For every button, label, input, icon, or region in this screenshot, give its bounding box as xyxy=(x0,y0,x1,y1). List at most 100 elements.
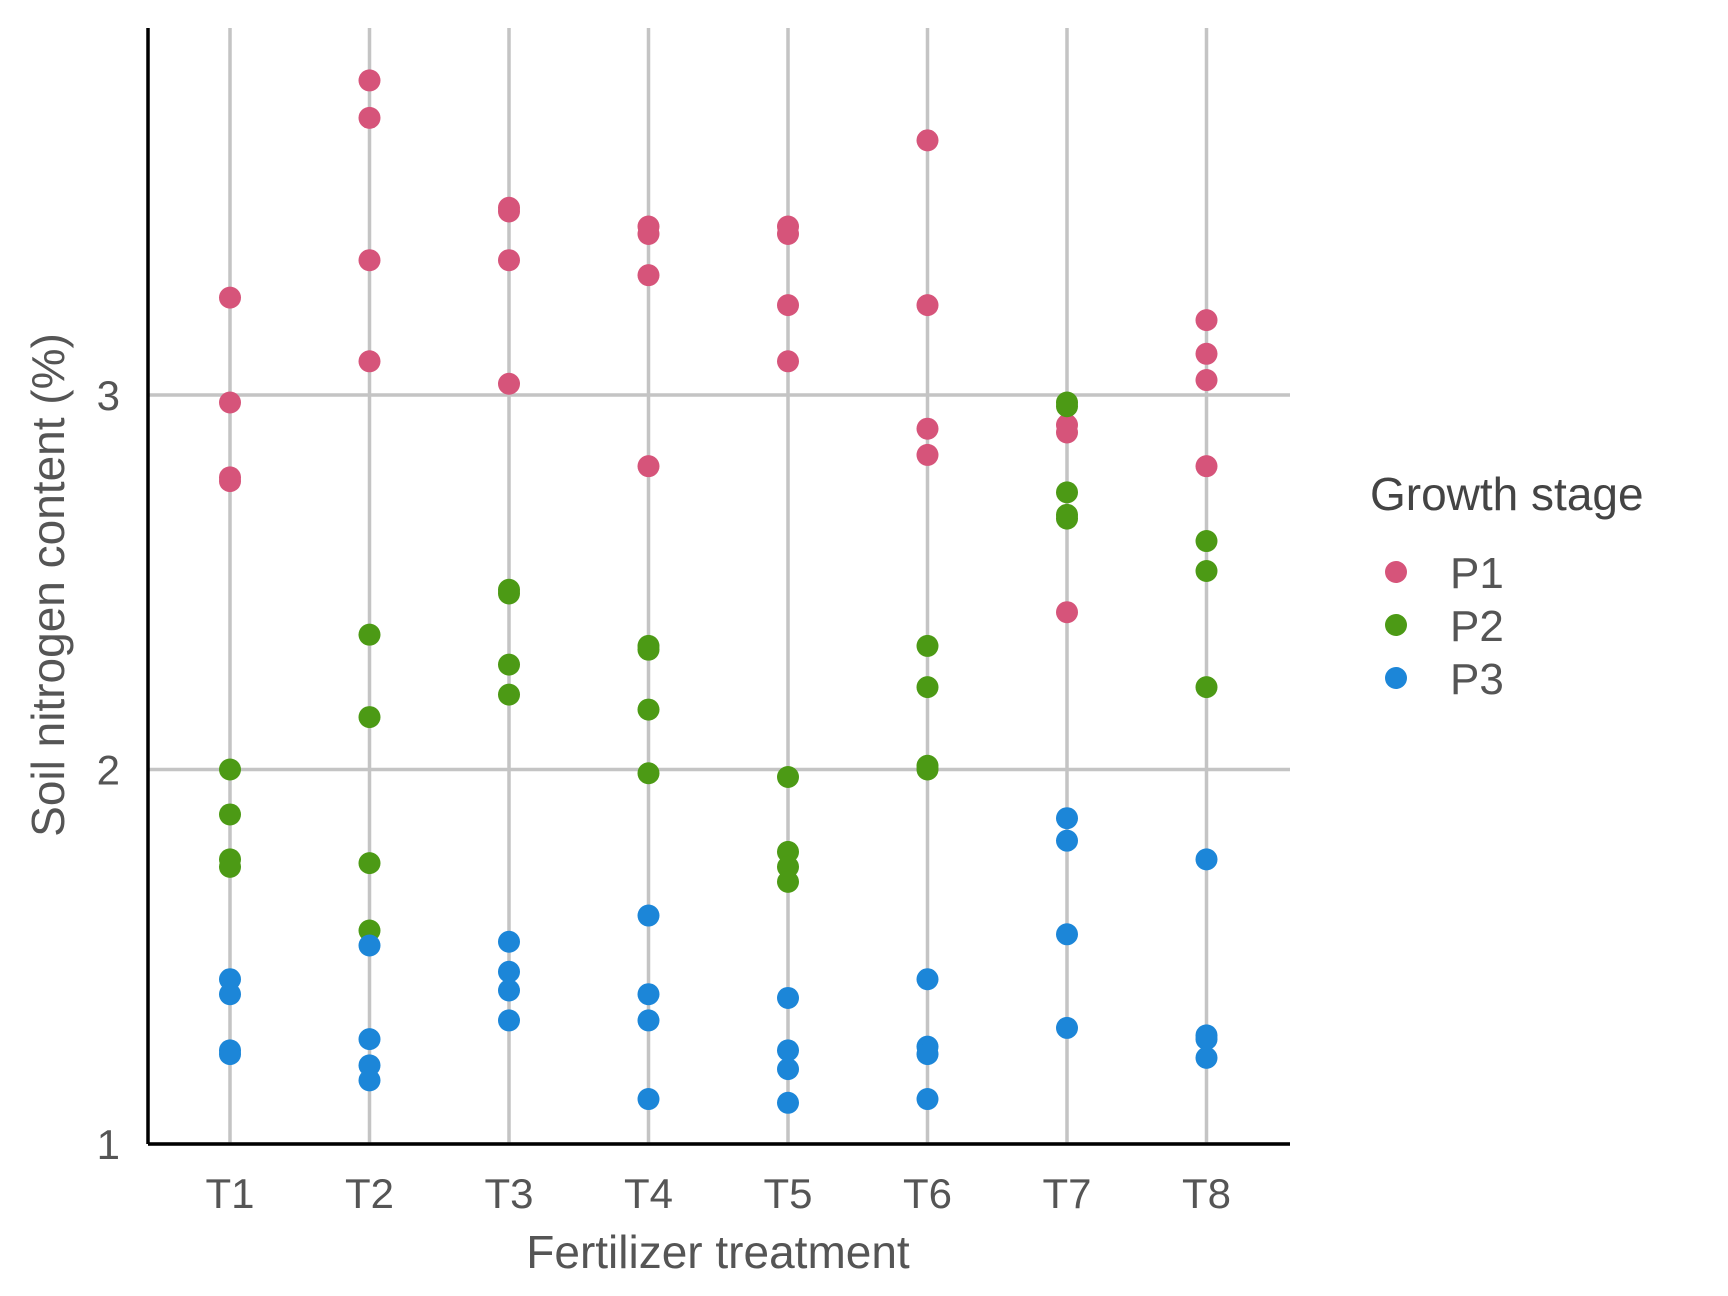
data-point-p1 xyxy=(916,443,939,466)
y-axis-title: Soil nitrogen content (%) xyxy=(22,333,74,837)
data-point-p3 xyxy=(916,1043,939,1066)
data-point-p1 xyxy=(219,391,241,414)
y-tick-label: 3 xyxy=(97,372,120,419)
legend-label-p1: P1 xyxy=(1450,549,1504,598)
data-point-p2 xyxy=(498,653,520,676)
legend-label-p3: P3 xyxy=(1450,655,1504,704)
data-point-p2 xyxy=(358,706,381,729)
data-point-p2 xyxy=(498,683,520,706)
data-point-p2 xyxy=(916,758,939,781)
data-point-p1 xyxy=(358,350,381,373)
x-tick-label: T6 xyxy=(903,1170,952,1217)
data-point-p2 xyxy=(916,676,939,699)
legend-key-p2 xyxy=(1385,614,1407,636)
data-point-p3 xyxy=(498,930,520,953)
x-tick-label: T1 xyxy=(205,1170,254,1217)
data-point-p1 xyxy=(1056,601,1078,624)
data-point-p3 xyxy=(637,983,660,1006)
data-point-p3 xyxy=(358,1028,381,1051)
data-point-p3 xyxy=(637,904,660,927)
data-point-p2 xyxy=(358,852,381,875)
data-point-p3 xyxy=(219,1043,241,1066)
data-point-p1 xyxy=(777,294,799,317)
data-point-p2 xyxy=(1195,560,1218,583)
data-point-p1 xyxy=(777,222,799,245)
data-point-p1 xyxy=(498,249,520,272)
data-point-p1 xyxy=(916,417,939,440)
data-point-p3 xyxy=(777,986,799,1009)
data-point-p1 xyxy=(637,264,660,287)
data-point-p3 xyxy=(498,960,520,983)
data-point-p1 xyxy=(1195,455,1218,478)
legend-key-p1 xyxy=(1385,561,1407,583)
data-point-p3 xyxy=(777,1058,799,1081)
data-point-p1 xyxy=(637,455,660,478)
data-point-p2 xyxy=(1056,481,1078,504)
data-point-p2 xyxy=(1056,507,1078,530)
x-gridlines xyxy=(228,28,1209,1144)
data-point-p1 xyxy=(219,470,241,493)
x-tick-labels: T1 T2 T3 T4 T5 T6 T7 T8 xyxy=(205,1170,1231,1217)
data-point-p2 xyxy=(916,634,939,657)
data-point-p3 xyxy=(498,979,520,1002)
data-point-p3 xyxy=(637,1088,660,1111)
data-point-p2 xyxy=(637,762,660,785)
y-tick-label: 2 xyxy=(97,747,120,794)
data-points xyxy=(219,69,1218,1114)
data-point-p3 xyxy=(1056,923,1078,946)
data-point-p1 xyxy=(1195,369,1218,392)
legend-title: Growth stage xyxy=(1370,468,1644,520)
data-point-p2 xyxy=(219,803,241,826)
data-point-p2 xyxy=(637,698,660,721)
data-point-p3 xyxy=(1195,1028,1218,1051)
y-tick-label: 1 xyxy=(97,1121,120,1168)
data-point-p2 xyxy=(219,855,241,878)
data-point-p3 xyxy=(1056,1016,1078,1039)
x-tick-label: T8 xyxy=(1182,1170,1231,1217)
x-tick-label: T7 xyxy=(1042,1170,1091,1217)
data-point-p1 xyxy=(219,286,241,309)
x-tick-label: T5 xyxy=(763,1170,812,1217)
data-point-p3 xyxy=(1195,1046,1218,1069)
data-point-p3 xyxy=(777,1039,799,1062)
x-tick-label: T4 xyxy=(624,1170,673,1217)
legend-key-p3 xyxy=(1385,667,1407,689)
data-point-p1 xyxy=(637,222,660,245)
data-point-p1 xyxy=(358,106,381,129)
data-point-p3 xyxy=(219,983,241,1006)
data-point-p2 xyxy=(219,758,241,781)
data-point-p1 xyxy=(498,372,520,395)
data-point-p2 xyxy=(1056,395,1078,418)
data-point-p1 xyxy=(1195,309,1218,332)
data-point-p2 xyxy=(777,870,799,893)
x-axis-title: Fertilizer treatment xyxy=(526,1226,910,1278)
data-point-p3 xyxy=(1056,807,1078,830)
data-point-p3 xyxy=(358,1069,381,1092)
data-point-p2 xyxy=(1195,676,1218,699)
data-point-p1 xyxy=(358,249,381,272)
x-tick-label: T3 xyxy=(484,1170,533,1217)
data-point-p1 xyxy=(916,129,939,152)
data-point-p1 xyxy=(1195,342,1218,365)
y-gridlines xyxy=(148,393,1290,1146)
y-tick-labels: 1 2 3 xyxy=(97,372,120,1168)
legend-label-p2: P2 xyxy=(1450,602,1504,651)
data-point-p1 xyxy=(916,294,939,317)
data-point-p1 xyxy=(777,350,799,373)
data-point-p2 xyxy=(498,582,520,605)
data-point-p3 xyxy=(637,1009,660,1032)
data-point-p3 xyxy=(1056,829,1078,852)
data-point-p2 xyxy=(358,623,381,646)
data-point-p3 xyxy=(498,1009,520,1032)
data-point-p3 xyxy=(1195,848,1218,871)
x-tick-label: T2 xyxy=(345,1170,394,1217)
data-point-p1 xyxy=(1056,421,1078,444)
data-point-p3 xyxy=(777,1091,799,1114)
data-point-p2 xyxy=(1195,530,1218,553)
data-point-p3 xyxy=(916,1088,939,1111)
data-point-p2 xyxy=(777,765,799,788)
data-point-p1 xyxy=(498,200,520,223)
